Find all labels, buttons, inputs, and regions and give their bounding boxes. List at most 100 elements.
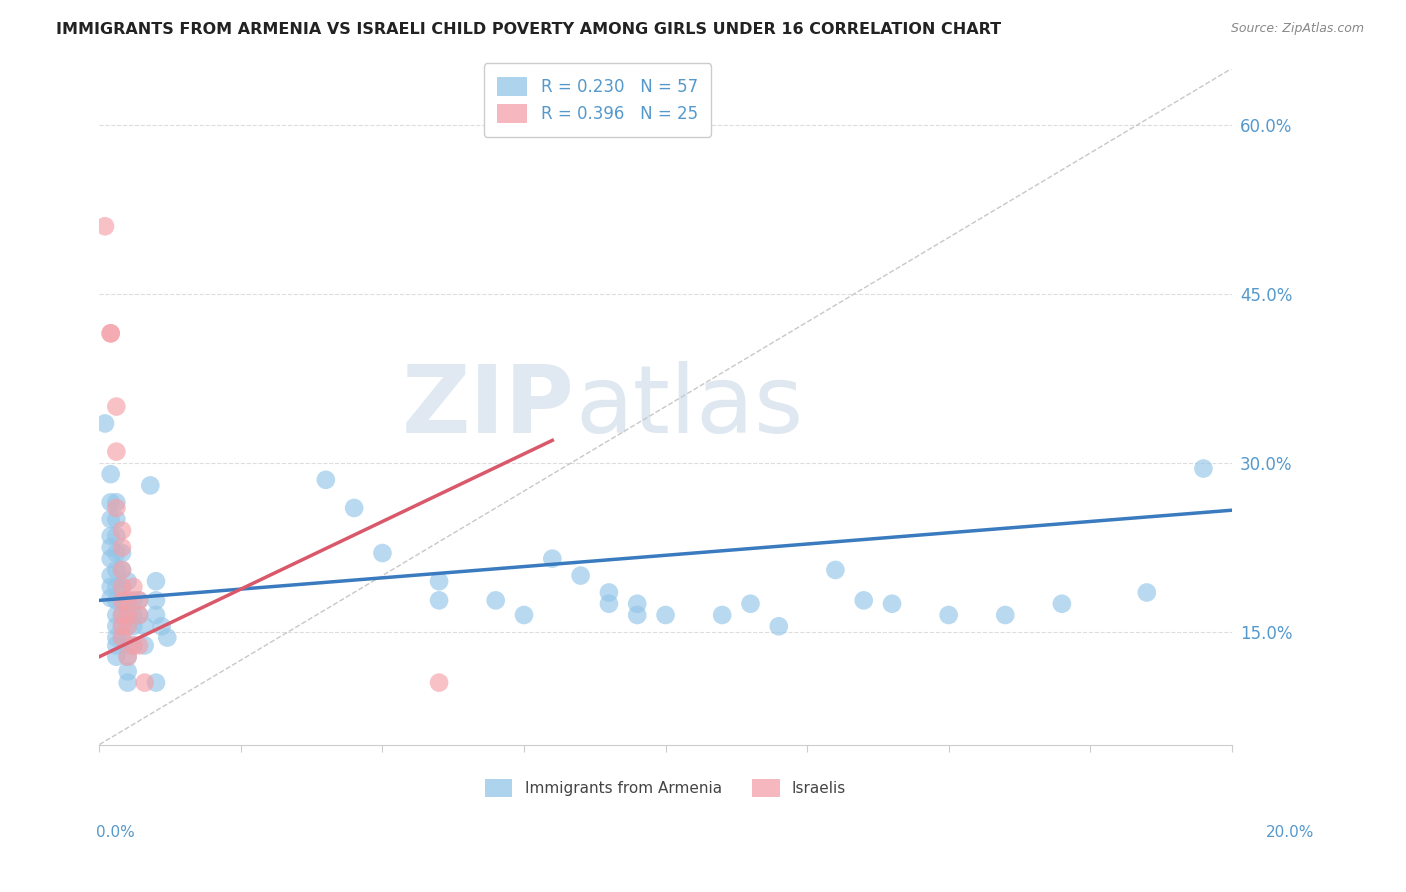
Y-axis label: Child Poverty Among Girls Under 16: Child Poverty Among Girls Under 16: [0, 268, 7, 544]
Point: [150, 619, 173, 633]
Point: [105, 563, 128, 577]
Point: [111, 631, 134, 645]
Point: [117, 675, 139, 690]
Point: [541, 551, 564, 566]
Point: [111, 619, 134, 633]
Point: [626, 597, 648, 611]
Point: [134, 639, 156, 653]
Point: [315, 473, 337, 487]
Point: [111, 593, 134, 607]
Point: [598, 585, 620, 599]
Point: [111, 631, 134, 645]
Point: [105, 400, 128, 414]
Point: [111, 593, 134, 607]
Point: [111, 607, 134, 622]
Point: [105, 529, 128, 543]
Point: [117, 665, 139, 679]
Point: [111, 541, 134, 555]
Text: 0.0%: 0.0%: [96, 825, 135, 840]
Point: [100, 512, 122, 526]
Point: [117, 619, 139, 633]
Point: [100, 551, 122, 566]
Text: IMMIGRANTS FROM ARMENIA VS ISRAELI CHILD POVERTY AMONG GIRLS UNDER 16 CORRELATIO: IMMIGRANTS FROM ARMENIA VS ISRAELI CHILD…: [56, 22, 1001, 37]
Point: [117, 607, 139, 622]
Point: [134, 675, 156, 690]
Point: [122, 619, 145, 633]
Point: [122, 607, 145, 622]
Point: [427, 593, 450, 607]
Point: [100, 326, 122, 341]
Point: [569, 568, 592, 582]
Point: [105, 512, 128, 526]
Point: [117, 649, 139, 664]
Point: [117, 639, 139, 653]
Point: [100, 580, 122, 594]
Point: [111, 546, 134, 560]
Point: [117, 619, 139, 633]
Point: [117, 593, 139, 607]
Point: [117, 574, 139, 589]
Point: [100, 591, 122, 606]
Point: [598, 597, 620, 611]
Point: [513, 607, 536, 622]
Text: Source: ZipAtlas.com: Source: ZipAtlas.com: [1230, 22, 1364, 36]
Point: [711, 607, 734, 622]
Point: [427, 675, 450, 690]
Point: [156, 631, 179, 645]
Point: [111, 563, 134, 577]
Point: [111, 563, 134, 577]
Point: [105, 580, 128, 594]
Text: ZIP: ZIP: [402, 360, 575, 452]
Point: [105, 546, 128, 560]
Point: [111, 524, 134, 538]
Point: [145, 593, 167, 607]
Point: [105, 649, 128, 664]
Point: [117, 607, 139, 622]
Point: [117, 649, 139, 664]
Point: [105, 444, 128, 458]
Point: [654, 607, 676, 622]
Point: [145, 675, 167, 690]
Point: [134, 619, 156, 633]
Text: 20.0%: 20.0%: [1267, 825, 1315, 840]
Point: [100, 529, 122, 543]
Legend: Immigrants from Armenia, Israelis: Immigrants from Armenia, Israelis: [477, 772, 853, 805]
Point: [105, 593, 128, 607]
Point: [105, 500, 128, 515]
Point: [122, 580, 145, 594]
Point: [94, 417, 117, 431]
Point: [128, 593, 150, 607]
Point: [100, 467, 122, 482]
Point: [768, 619, 790, 633]
Point: [1136, 585, 1159, 599]
Point: [100, 541, 122, 555]
Point: [343, 500, 366, 515]
Point: [139, 478, 162, 492]
Point: [111, 607, 134, 622]
Point: [128, 607, 150, 622]
Point: [105, 639, 128, 653]
Point: [128, 639, 150, 653]
Point: [145, 607, 167, 622]
Point: [111, 619, 134, 633]
Point: [485, 593, 508, 607]
Point: [852, 593, 875, 607]
Point: [105, 619, 128, 633]
Point: [128, 593, 150, 607]
Point: [145, 574, 167, 589]
Point: [105, 495, 128, 509]
Point: [111, 580, 134, 594]
Point: [1050, 597, 1073, 611]
Point: [122, 639, 145, 653]
Point: [100, 568, 122, 582]
Point: [626, 607, 648, 622]
Point: [122, 593, 145, 607]
Text: atlas: atlas: [575, 360, 803, 452]
Point: [824, 563, 846, 577]
Point: [740, 597, 762, 611]
Point: [111, 580, 134, 594]
Point: [880, 597, 903, 611]
Point: [371, 546, 394, 560]
Point: [427, 574, 450, 589]
Point: [938, 607, 960, 622]
